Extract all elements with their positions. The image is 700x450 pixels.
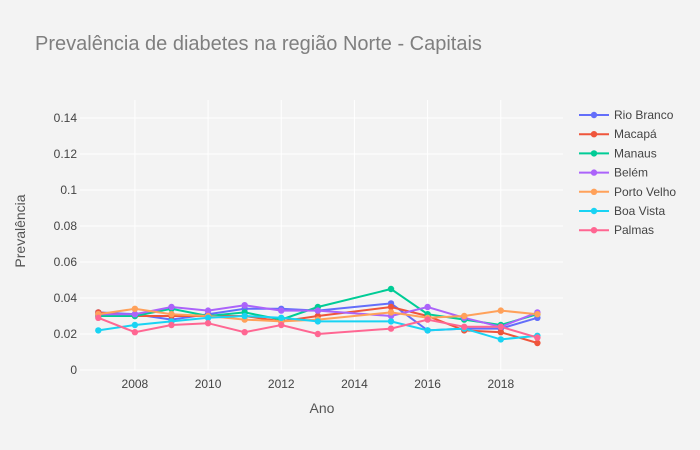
x-tick-label: 2014 [341,377,368,391]
data-point [461,312,468,320]
data-point [314,307,322,314]
data-point [278,314,285,321]
data-point [131,311,139,318]
y-tick-label: 0.04 [54,291,78,305]
legend-label: Belém [614,166,648,180]
legend-swatch-marker [590,131,598,138]
data-point [534,339,541,347]
data-point [204,314,212,321]
legend-swatch-marker [590,111,598,119]
chart-title: Prevalência de diabetes na região Norte … [35,33,482,55]
series-line [98,304,538,328]
legend-item[interactable]: Belém [579,166,648,180]
data-point [204,307,212,314]
data-point [168,321,175,329]
legend-item[interactable]: Boa Vista [579,204,665,218]
data-point [131,329,139,336]
data-point [497,336,504,343]
data-point [204,320,212,327]
series-line [97,316,538,339]
data-point [131,305,139,312]
data-point [131,321,139,329]
data-point [424,327,431,334]
data-point [168,311,175,318]
data-point [168,303,175,311]
legend-swatch-marker [590,169,598,176]
data-point [534,311,541,318]
legend-item[interactable]: Porto Velho [579,185,676,199]
data-point [278,321,285,329]
legend-label: Rio Branco [614,108,674,122]
x-tick-label: 2010 [195,377,222,391]
x-axis-ticks: 2008 2010 2012 2014 2016 2018 [122,377,515,391]
series-line [98,287,538,327]
data-point [278,307,285,314]
data-point [314,330,322,338]
data-point [497,329,504,336]
y-axis-title: Prevalência [12,194,28,267]
series-points [95,285,541,347]
x-tick-label: 2018 [487,377,514,391]
y-tick-label: 0.12 [54,147,78,161]
data-point [387,309,395,316]
legend-item[interactable]: Palmas [579,223,654,237]
legend-label: Macapá [614,127,657,141]
data-point [534,334,541,341]
series-line [98,314,538,341]
data-point [424,316,431,323]
x-tick-label: 2012 [268,377,295,391]
legend-item[interactable]: Manaus [579,146,657,160]
y-tick-label: 0.08 [54,219,78,233]
x-tick-label: 2016 [414,377,441,391]
data-point [95,327,102,334]
data-point [241,302,248,309]
legend-swatch-marker [590,207,598,215]
data-point [241,329,248,336]
legend-swatch-marker [590,188,598,195]
data-point [497,323,504,330]
legend-label: Boa Vista [614,204,665,218]
y-tick-label: 0 [70,363,77,377]
x-axis-title: Ano [310,400,335,416]
data-point [95,314,102,321]
data-point [387,325,395,332]
legend-item[interactable]: Rio Branco [579,108,674,122]
x-tick-label: 2008 [122,377,149,391]
series-lines [97,287,538,344]
y-tick-label: 0.06 [54,255,78,269]
y-axis-ticks: 0 0.02 0.04 0.06 0.08 0.1 0.12 0.14 [54,111,78,377]
legend-label: Palmas [614,223,654,237]
data-point [424,303,431,311]
data-point [387,318,395,325]
data-point [387,303,395,311]
legend-swatch-marker [590,227,598,234]
legend-label: Porto Velho [614,185,676,199]
data-point [314,318,322,325]
legend-swatch-marker [590,150,598,157]
y-tick-label: 0.14 [54,111,78,125]
data-point [461,323,468,330]
y-tick-label: 0.02 [54,327,78,341]
data-point [497,307,504,314]
legend-item[interactable]: Macapá [579,127,657,141]
legend: Rio Branco Macapá Manaus Belém Porto Velho Bo… [579,108,676,237]
legend-label: Manaus [614,146,657,160]
data-point [387,285,395,293]
y-tick-label: 0.1 [60,183,77,197]
data-point [241,312,248,320]
